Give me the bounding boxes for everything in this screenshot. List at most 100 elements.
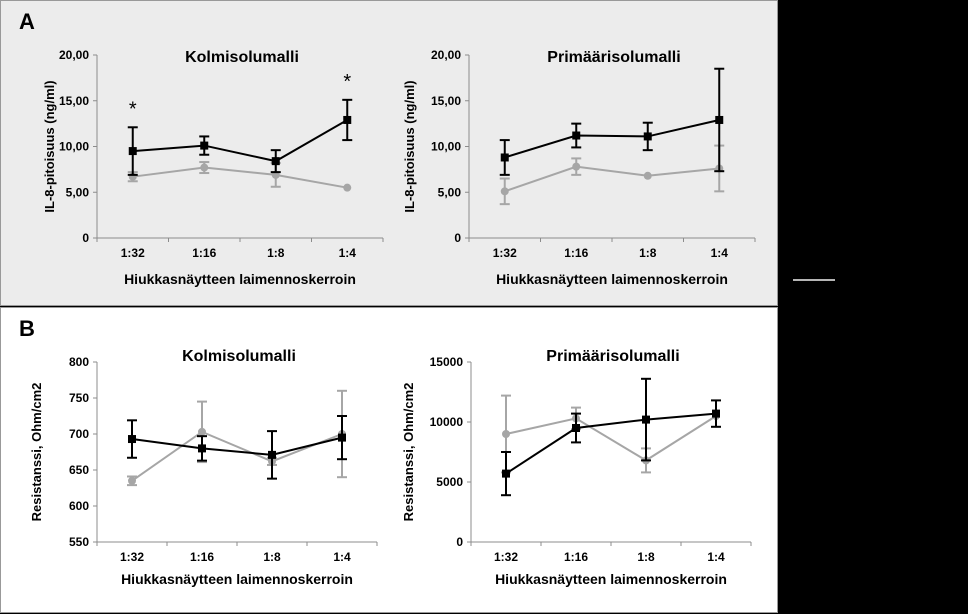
- data-point-circle: [200, 163, 209, 172]
- x-tick-label: 1:4: [707, 550, 725, 564]
- x-tick-label: 1:8: [263, 550, 281, 564]
- y-tick-label: 750: [69, 391, 89, 405]
- y-tick-label: 15,00: [431, 94, 461, 108]
- data-point-square: [200, 141, 209, 150]
- x-tick-label: 1:16: [564, 246, 588, 260]
- series-line: [131, 436, 343, 456]
- series-1: [501, 377, 721, 497]
- x-axis-label: Hiukkasnäytteen laimennoskerroin: [495, 571, 727, 587]
- data-point-circle: [572, 162, 581, 171]
- data-point-square: [572, 424, 580, 432]
- y-tick-label: 0: [454, 231, 461, 245]
- chart-3: Kolmisolumalli 550 600 650 700 750 800 1:32 1:16…: [29, 348, 378, 587]
- y-tick-label: 0: [456, 535, 463, 549]
- data-point-square: [338, 433, 346, 442]
- data-point-square: [502, 469, 510, 478]
- x-tick-label: 1:8: [267, 246, 285, 260]
- x-tick-label: 1:16: [190, 550, 214, 564]
- data-point-circle: [643, 171, 652, 180]
- data-point-circle: [500, 187, 509, 196]
- chart-4: Primäärisolumalli 0 5000 10000 15000 1:32 1:16…: [401, 348, 752, 587]
- y-tick-label: 15000: [430, 355, 464, 369]
- chart-title: Primäärisolumalli: [546, 348, 679, 365]
- series-2: [127, 161, 352, 192]
- data-point-square: [572, 131, 581, 140]
- x-tick-label: 1:32: [120, 550, 144, 564]
- y-tick-label: 700: [69, 427, 89, 441]
- y-tick-label: 550: [69, 535, 89, 549]
- x-tick-label: 1:4: [711, 246, 729, 260]
- y-tick-label: 10000: [430, 415, 464, 429]
- panel-label-a: A: [19, 9, 35, 34]
- y-tick-label: 10,00: [431, 140, 461, 154]
- data-point-square: [715, 115, 724, 124]
- significance-marker: *: [129, 98, 137, 120]
- series-1: [127, 98, 353, 176]
- y-tick-label: 600: [69, 499, 89, 513]
- x-tick-label: 1:32: [493, 246, 517, 260]
- chart-2: Primäärisolumalli 0 5,00 10,00 15,00 20,00 1:3…: [402, 48, 756, 287]
- x-tick-label: 1:32: [494, 550, 518, 564]
- y-tick-label: 5000: [436, 475, 463, 489]
- series-2: [499, 144, 725, 206]
- y-tick-label: 650: [69, 463, 89, 477]
- x-tick-label: 1:16: [564, 550, 588, 564]
- data-point-square: [271, 157, 280, 166]
- series-line: [504, 118, 720, 159]
- data-point-square: [500, 153, 509, 162]
- panel-a-charts: Kolmisolumalli 0 5,00 10,00 15,00 20,00 1:32 1:…: [42, 48, 756, 287]
- chart-title: Kolmisolumalli: [182, 348, 296, 365]
- series-line: [132, 166, 348, 189]
- y-tick-label: 20,00: [59, 48, 89, 62]
- x-axis-label: Hiukkasnäytteen laimennoskerroin: [121, 571, 353, 587]
- panel-b-charts: Kolmisolumalli 550 600 650 700 750 800 1:32 1:16…: [29, 348, 752, 587]
- x-tick-label: 1:8: [637, 550, 655, 564]
- y-tick-label: 0: [82, 231, 89, 245]
- y-axis-label: Resistanssi, Ohm/cm2: [401, 383, 416, 522]
- series-line: [131, 430, 343, 482]
- data-point-square: [643, 132, 652, 141]
- x-tick-label: 1:4: [339, 246, 357, 260]
- significance-marker: *: [343, 71, 351, 93]
- y-tick-label: 5,00: [66, 185, 90, 199]
- y-tick-label: 5,00: [438, 185, 462, 199]
- y-tick-label: 20,00: [431, 48, 461, 62]
- y-axis-label: Resistanssi, Ohm/cm2: [29, 383, 44, 522]
- panel-b: B Kolmisolumalli 550 600 650 700 750 800 1:32 1:…: [0, 307, 778, 613]
- y-tick-label: 15,00: [59, 94, 89, 108]
- panel-label-b: B: [19, 316, 35, 341]
- data-point-circle: [502, 430, 510, 438]
- x-axis-label: Hiukkasnäytteen laimennoskerroin: [496, 271, 728, 287]
- data-point-circle: [343, 183, 352, 192]
- y-axis-label: IL-8-pitoisuus (ng/ml): [402, 80, 417, 212]
- data-point-square: [642, 415, 650, 424]
- series-1: [127, 415, 347, 480]
- data-point-circle: [128, 476, 136, 485]
- x-tick-label: 1:4: [333, 550, 351, 564]
- y-axis-label: IL-8-pitoisuus (ng/ml): [42, 80, 57, 212]
- panel-a: A Kolmisolumalli 0 5,00 10,00 15,00 20,00 1:32…: [0, 0, 778, 306]
- series-2: [501, 394, 720, 474]
- x-tick-label: 1:32: [121, 246, 145, 260]
- x-tick-label: 1:8: [639, 246, 657, 260]
- series-line: [504, 165, 720, 193]
- series-line: [132, 119, 348, 163]
- chart-1: Kolmisolumalli 0 5,00 10,00 15,00 20,00 1:32 1:…: [42, 48, 384, 287]
- series-line: [505, 415, 717, 462]
- y-tick-label: 10,00: [59, 140, 89, 154]
- y-tick-label: 800: [69, 355, 89, 369]
- series-line: [505, 412, 717, 475]
- x-axis-label: Hiukkasnäytteen laimennoskerroin: [124, 271, 356, 287]
- data-point-square: [128, 147, 137, 156]
- legend-line-gray: [793, 279, 835, 281]
- series-1: [499, 67, 725, 176]
- chart-title: Primäärisolumalli: [547, 49, 680, 66]
- data-point-square: [343, 115, 352, 124]
- data-point-square: [712, 409, 720, 418]
- data-point-square: [128, 435, 136, 444]
- series-2: [127, 389, 347, 487]
- data-point-circle: [198, 427, 206, 436]
- chart-title: Kolmisolumalli: [185, 49, 299, 66]
- x-tick-label: 1:16: [192, 246, 216, 260]
- data-point-square: [268, 450, 276, 459]
